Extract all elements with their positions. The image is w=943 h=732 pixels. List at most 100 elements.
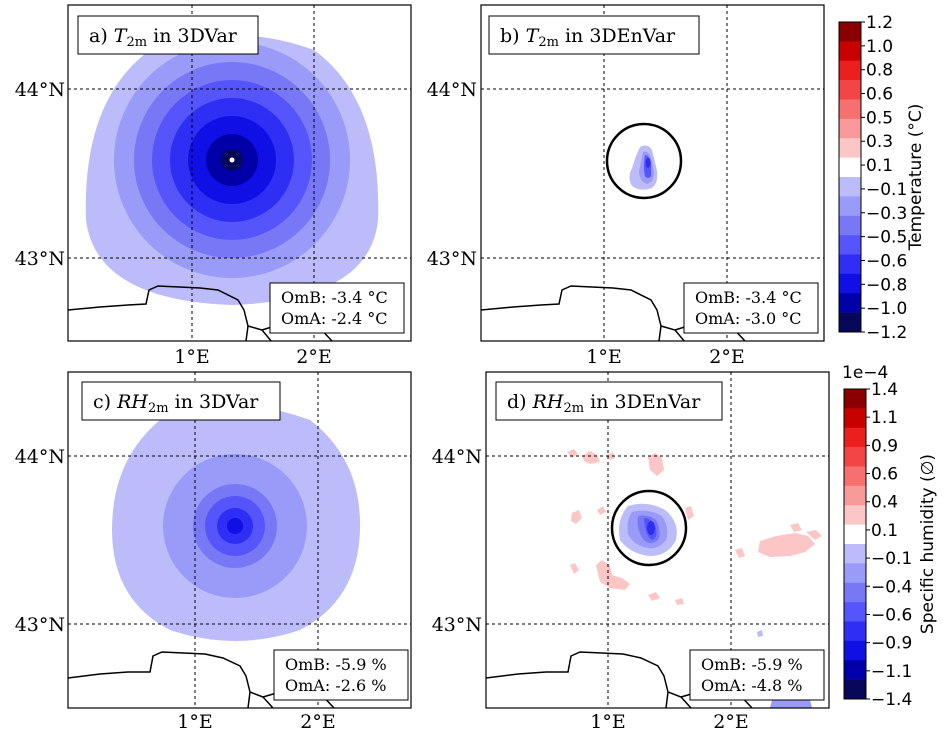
panel-a-frame xyxy=(67,4,412,342)
panel-c-ytick-43: 43°N xyxy=(15,614,65,636)
colorbar-temperature-tick-label: −0.5 xyxy=(866,228,907,248)
colorbar-humidity-segment xyxy=(844,427,866,448)
panel-b-contour-4 xyxy=(645,158,651,168)
panel-b-title-var: T xyxy=(526,25,540,47)
panel-a-title-box: a) T2m in 3DVar xyxy=(77,15,259,55)
panel-d-title-var: RH xyxy=(532,391,564,413)
panel-c-title-suffix: in 3DVar xyxy=(175,391,260,413)
colorbar-temperature-tick-label: −0.1 xyxy=(866,180,907,200)
panel-d-title-box: d) RH2m in 3DEnVar xyxy=(495,381,723,421)
panel-c-oma: OmA: -2.6 % xyxy=(285,676,386,695)
panel-c-title-prefix: c) xyxy=(93,391,111,413)
panel-a-omb: OmB: -3.4 °C xyxy=(281,288,388,307)
panel-d-omb: OmB: -5.9 % xyxy=(701,655,803,674)
colorbar-humidity-ticks: 1.4 1.1 0.9 0.6 0.4 0.1 −0.1 −0.4 −0.6 −0.9 −1.1 −1… xyxy=(866,380,912,710)
panel-b-ytick-43: 43°N xyxy=(427,248,477,270)
panel-b-xtick-2e: 2°E xyxy=(709,346,744,368)
colorbar-humidity-tick-label: 0.6 xyxy=(871,465,898,485)
colorbar-humidity-segment xyxy=(844,602,866,622)
colorbar-humidity: 1.4 1.1 0.9 0.6 0.4 0.1 −0.1 −0.4 −0.6 −0.9 −1.1 −1… xyxy=(842,363,938,710)
svg-text:a) T2m in 3DVar: a) T2m in 3DVar xyxy=(89,25,238,50)
panel-c-title-var: RH xyxy=(116,391,148,413)
colorbar-temperature-tick-label: 0.1 xyxy=(866,156,893,176)
colorbar-humidity-segment xyxy=(844,389,866,409)
colorbar-temperature-segment xyxy=(839,99,861,120)
colorbar-temperature-segment xyxy=(839,177,861,197)
colorbar-humidity-tick-label: −0.6 xyxy=(871,605,912,625)
panel-c-xtick-1e: 1°E xyxy=(177,711,212,732)
panel-b-ytick-44: 44°N xyxy=(427,79,477,101)
panel-b-title-suffix: in 3DEnVar xyxy=(565,25,676,47)
colorbar-humidity-tick-label: 1.4 xyxy=(871,380,898,400)
colorbar-temperature-segment xyxy=(839,254,861,275)
colorbar-humidity-segment xyxy=(844,485,866,506)
panel-b-title-prefix: b) xyxy=(500,25,520,47)
colorbar-temperature-segment xyxy=(839,60,861,81)
panel-d-stats-box: OmB: -5.9 % OmA: -4.8 % xyxy=(689,649,825,701)
svg-text:c) RH2m in 3DVar: c) RH2m in 3DVar xyxy=(93,391,259,416)
colorbar-temperature-segment xyxy=(839,196,861,217)
colorbar-temperature-tick-label: 1.2 xyxy=(866,13,893,33)
colorbar-temperature: 1.2 1.0 0.8 0.6 0.5 0.3 0.1 −0.1 −0.3 −0.5 −0.6 −0.… xyxy=(838,13,926,343)
colorbar-temperature-tick-label: −0.8 xyxy=(866,275,907,295)
colorbar-temperature-ticks: 1.2 1.0 0.8 0.6 0.5 0.3 0.1 −0.1 −0.3 −0.5 −0.6 −0.… xyxy=(861,13,907,343)
colorbar-temperature-segment xyxy=(839,80,861,100)
panel-b-omb: OmB: -3.4 °C xyxy=(695,288,802,307)
colorbar-humidity-segment xyxy=(844,640,866,661)
panel-b-xtick-1e: 1°E xyxy=(586,346,621,368)
panel-a-field xyxy=(68,5,411,341)
colorbar-humidity-tick-label: −1.1 xyxy=(871,662,912,682)
colorbar-humidity-segments xyxy=(844,389,866,700)
colorbar-humidity-tick-label: −0.9 xyxy=(871,634,912,654)
colorbar-temperature-segment xyxy=(839,138,861,158)
colorbar-temperature-segment xyxy=(839,312,861,333)
panel-c-title-sub: 2m xyxy=(148,401,169,416)
colorbar-humidity-segment xyxy=(844,505,866,525)
panel-d-oma: OmA: -4.8 % xyxy=(701,676,802,695)
colorbar-humidity-tick-label: −1.4 xyxy=(871,690,912,710)
colorbar-temperature-tick-label: −1.0 xyxy=(866,299,907,319)
svg-text:b) T2m in 3DEnVar: b) T2m in 3DEnVar xyxy=(500,25,676,50)
colorbar-temperature-tick-label: 0.5 xyxy=(866,108,893,128)
panel-d-contour-5 xyxy=(647,521,655,535)
panel-c-contour-6 xyxy=(227,518,243,534)
panel-d-title-prefix: d) xyxy=(507,391,527,413)
colorbar-humidity-segment xyxy=(844,563,866,584)
colorbar-humidity-tick-label: 1.1 xyxy=(871,408,898,428)
panel-d-ytick-43: 43°N xyxy=(432,614,482,636)
panel-a-title-sub: 2m xyxy=(126,35,147,50)
colorbar-temperature-tick-label: −0.3 xyxy=(866,204,907,224)
panel-d: d) RH2m in 3DEnVar OmB: -5.9 % OmA: -4.8… xyxy=(432,371,830,732)
colorbar-humidity-tick-label: 0.1 xyxy=(871,521,898,541)
colorbar-temperature-segment xyxy=(839,215,861,236)
panel-a: a) T2m in 3DVar OmB: -3.4 °C OmA: -2.4 °… xyxy=(15,4,412,368)
panel-b-stats-box: OmB: -3.4 °C OmA: -3.0 °C xyxy=(683,282,819,334)
colorbar-humidity-label: Specific humidity (∅) xyxy=(918,454,938,634)
panel-a-xtick-1e: 1°E xyxy=(174,346,209,368)
panel-c-xtick-2e: 2°E xyxy=(300,711,335,732)
panel-d-xtick-1e: 1°E xyxy=(590,711,625,732)
panel-d-localization-circle xyxy=(610,489,688,567)
panel-a-ytick-44: 44°N xyxy=(15,79,65,101)
panel-d-title-suffix: in 3DEnVar xyxy=(590,391,701,413)
colorbar-humidity-segment xyxy=(844,408,866,429)
colorbar-temperature-segment xyxy=(839,41,861,62)
colorbar-humidity-offset: 1e−4 xyxy=(842,363,888,383)
colorbar-humidity-segment xyxy=(844,621,866,642)
panel-b-localization-circle xyxy=(605,122,683,200)
colorbar-temperature-tick-label: −1.2 xyxy=(866,323,907,343)
panel-d-frame xyxy=(485,371,830,709)
colorbar-temperature-segment xyxy=(839,22,861,42)
panel-b-frame xyxy=(480,4,825,342)
colorbar-humidity-segment xyxy=(844,524,866,545)
svg-text:d) RH2m in 3DEnVar: d) RH2m in 3DEnVar xyxy=(507,391,701,416)
colorbar-temperature-label: Temperature (°C) xyxy=(906,104,926,252)
colorbar-humidity-tick-label: 0.9 xyxy=(871,436,898,456)
colorbar-temperature-segment xyxy=(839,235,861,255)
panel-a-xtick-2e: 2°E xyxy=(296,346,331,368)
panel-c-ytick-44: 44°N xyxy=(15,446,65,468)
panel-b-oma: OmA: -3.0 °C xyxy=(695,309,802,328)
colorbar-temperature-tick-label: 0.3 xyxy=(866,132,893,152)
panel-c-frame xyxy=(67,371,412,709)
